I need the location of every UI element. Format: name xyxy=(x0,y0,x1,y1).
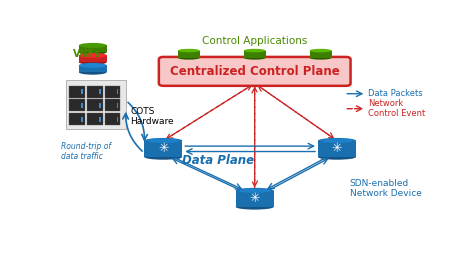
Polygon shape xyxy=(244,50,266,58)
Bar xyxy=(117,117,118,122)
Text: ✳: ✳ xyxy=(158,142,169,155)
Bar xyxy=(87,86,103,98)
Bar xyxy=(105,99,120,112)
Text: Network
Control Event: Network Control Event xyxy=(368,99,425,119)
Ellipse shape xyxy=(79,50,107,55)
Ellipse shape xyxy=(244,56,266,60)
Text: Data Plane: Data Plane xyxy=(182,154,254,167)
Ellipse shape xyxy=(178,49,200,52)
Bar xyxy=(99,89,101,94)
Text: Control Applications: Control Applications xyxy=(202,36,307,46)
Polygon shape xyxy=(310,50,331,58)
Ellipse shape xyxy=(310,49,331,52)
Ellipse shape xyxy=(79,60,107,65)
Bar xyxy=(69,113,85,125)
Ellipse shape xyxy=(147,138,179,143)
Bar xyxy=(81,89,83,94)
Text: Data Packets: Data Packets xyxy=(368,89,423,98)
Bar xyxy=(69,99,85,112)
Bar xyxy=(117,89,118,94)
Ellipse shape xyxy=(144,138,182,143)
Bar xyxy=(87,113,103,125)
Ellipse shape xyxy=(79,43,107,48)
Bar xyxy=(81,103,83,108)
Ellipse shape xyxy=(244,49,266,52)
Polygon shape xyxy=(236,191,274,207)
Bar xyxy=(99,103,101,108)
Polygon shape xyxy=(144,141,182,157)
Ellipse shape xyxy=(79,63,107,68)
Ellipse shape xyxy=(178,56,200,60)
Bar xyxy=(105,113,120,125)
Text: ✳: ✳ xyxy=(332,142,342,155)
Polygon shape xyxy=(318,141,356,157)
Bar xyxy=(87,99,103,112)
Polygon shape xyxy=(178,50,200,58)
Bar xyxy=(99,117,101,122)
Ellipse shape xyxy=(79,70,107,75)
Ellipse shape xyxy=(318,138,356,143)
Bar xyxy=(105,86,120,98)
Bar xyxy=(66,80,126,129)
Ellipse shape xyxy=(144,154,182,160)
FancyBboxPatch shape xyxy=(159,57,351,86)
Ellipse shape xyxy=(310,56,331,60)
Bar xyxy=(81,117,83,122)
Bar xyxy=(117,103,118,108)
Ellipse shape xyxy=(79,53,107,58)
Ellipse shape xyxy=(236,204,274,210)
Ellipse shape xyxy=(236,188,274,193)
Ellipse shape xyxy=(321,138,353,143)
Polygon shape xyxy=(79,65,107,72)
Ellipse shape xyxy=(318,154,356,160)
Text: SDN-enabled
Network Device: SDN-enabled Network Device xyxy=(350,179,421,198)
Text: COTS
Hardware: COTS Hardware xyxy=(130,107,174,126)
Bar xyxy=(69,86,85,98)
Text: Round-trip of
data traffic: Round-trip of data traffic xyxy=(61,141,111,161)
Text: Centralized Control Plane: Centralized Control Plane xyxy=(170,65,339,78)
Polygon shape xyxy=(79,45,107,52)
Text: VNFs: VNFs xyxy=(73,49,101,59)
Ellipse shape xyxy=(238,188,271,193)
Polygon shape xyxy=(79,55,107,62)
Text: ✳: ✳ xyxy=(250,192,260,205)
